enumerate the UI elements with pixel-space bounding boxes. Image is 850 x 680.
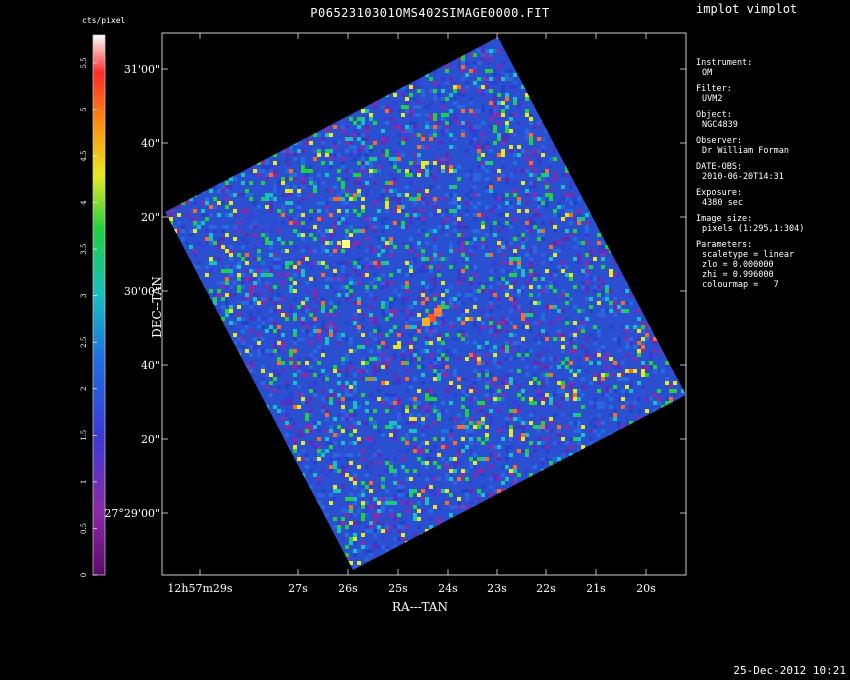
colorbar-tick-label: 2 <box>80 387 88 391</box>
info-value: pixels (1:295,1:304) <box>702 224 805 234</box>
colorbar-tick-label: 1.5 <box>80 430 88 441</box>
colorbar <box>92 34 106 576</box>
y-axis-label: DEC--TAN <box>149 276 164 338</box>
info-key: Exposure: <box>696 188 743 198</box>
y-tick-label: 40" <box>141 359 160 372</box>
info-value: 2010-06-20T14:31 <box>702 172 784 182</box>
x-tick-label: 23s <box>487 582 507 595</box>
x-tick-label: 21s <box>586 582 606 595</box>
colorbar-tick-label: 4 <box>80 200 88 205</box>
colorbar-tick-label: 3.5 <box>80 244 88 255</box>
colorbar-tick-label: 2.5 <box>80 337 88 348</box>
info-key: Parameters: <box>696 240 753 250</box>
info-value: OM <box>702 68 713 78</box>
info-key: Instrument: <box>696 58 753 68</box>
info-value: UVM2 <box>702 94 723 104</box>
y-tick-label: 20" <box>141 433 160 446</box>
colorbar-tick-label: 5.5 <box>80 57 88 68</box>
colorbar-tick-label: 5 <box>80 107 88 111</box>
colorbar-label: cts/pixel <box>82 16 126 25</box>
x-tick-label: 20s <box>636 582 656 595</box>
colorbar-tick-label: 0 <box>80 573 88 577</box>
heatmap-image <box>165 37 686 570</box>
y-tick-label: 40" <box>141 137 160 150</box>
y-tick-label: 30'00" <box>124 285 160 298</box>
info-key: Observer: <box>696 136 743 146</box>
info-value: Dr William Forman <box>702 146 789 156</box>
info-key: Image size: <box>696 214 753 224</box>
info-key: Object: <box>696 110 732 120</box>
info-key: Filter: <box>696 84 732 94</box>
x-tick-label: 22s <box>536 582 556 595</box>
x-tick-label: 26s <box>338 582 358 595</box>
colorbar-tick-label: 3 <box>80 293 88 297</box>
info-value: NGC4839 <box>702 120 738 130</box>
info-value: 4380 sec <box>702 198 743 208</box>
colorbar-tick-label: 0.5 <box>80 523 88 534</box>
plot-frame <box>161 32 687 576</box>
info-value: scaletype = linear zlo = 0.000000 zhi = … <box>702 250 795 290</box>
x-tick-label: 27s <box>288 582 308 595</box>
x-tick-label: 24s <box>438 582 458 595</box>
plot-title: P0652310301OMS402SIMAGE0000.FIT <box>310 6 550 20</box>
x-axis-label: RA---TAN <box>392 600 448 614</box>
y-tick-label: 31'00" <box>124 63 160 76</box>
info-key: DATE-OBS: <box>696 162 743 172</box>
info-panel: Instrument: OM Filter: UVM2 Object: NGC4839 Ob… <box>696 58 804 296</box>
y-tick-label: 27°29'00" <box>104 507 160 520</box>
x-tick-label: 12h57m29s <box>167 582 233 595</box>
x-tick-label: 25s <box>388 582 408 595</box>
footer-date: 25-Dec-2012 10:21 <box>733 664 846 677</box>
colorbar-tick-label: 1 <box>80 480 88 484</box>
y-tick-label: 20" <box>141 211 160 224</box>
colorbar-ticks: 0 0.5 1 1.5 2 2.5 3 3.5 4 4.5 5 5.5 <box>80 57 97 577</box>
y-axis-ticks: 31'00" 40" 20" 30'00" 40" 20" 27°29'00" <box>104 63 686 520</box>
colorbar-tick-label: 4.5 <box>80 150 88 161</box>
x-axis-ticks: 12h57m29s 27s 26s 25s 24s 23s 22s 21s 20s <box>167 33 656 595</box>
app-title: implot vimplot <box>696 2 798 16</box>
